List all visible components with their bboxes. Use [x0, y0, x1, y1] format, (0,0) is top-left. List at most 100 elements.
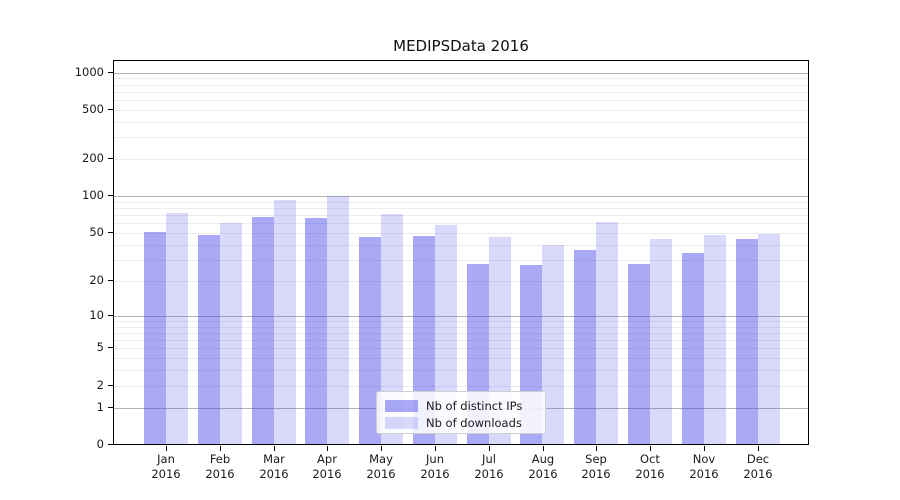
y-tick-label: 1000 — [74, 65, 104, 79]
y-tick-label: 50 — [89, 225, 104, 239]
minor-gridline — [114, 321, 808, 322]
major-gridline — [114, 316, 808, 317]
minor-gridline — [114, 348, 808, 349]
minor-gridline — [114, 202, 808, 203]
y-tick-mark — [108, 315, 113, 316]
minor-gridline — [114, 233, 808, 234]
x-tick-label-sep: Sep 2016 — [581, 452, 611, 481]
bar-distinct-ips-jan — [144, 232, 166, 444]
bar-downloads-feb — [220, 223, 242, 444]
bar-distinct-ips-may — [359, 237, 381, 444]
bar-distinct-ips-dec — [736, 239, 758, 444]
x-tick-mark — [381, 446, 382, 451]
x-tick-label-aug: Aug 2016 — [528, 452, 558, 481]
minor-gridline — [114, 358, 808, 359]
bar-downloads-mar — [274, 200, 296, 444]
bar-downloads-sep — [596, 222, 618, 444]
legend: Nb of distinct IPs Nb of downloads — [376, 391, 546, 434]
minor-gridline — [114, 260, 808, 261]
bar-distinct-ips-mar — [252, 217, 274, 444]
minor-gridline — [114, 281, 808, 282]
bar-distinct-ips-oct — [628, 264, 650, 444]
x-tick-label-jan: Jan 2016 — [151, 452, 181, 481]
y-tick-mark — [108, 385, 113, 386]
x-tick-mark — [543, 446, 544, 451]
minor-gridline — [114, 223, 808, 224]
x-tick-label-jun: Jun 2016 — [420, 452, 450, 481]
bar-downloads-jun — [435, 225, 457, 444]
minor-gridline — [114, 370, 808, 371]
y-tick-mark — [108, 280, 113, 281]
y-tick-label: 500 — [82, 102, 104, 116]
minor-gridline — [114, 85, 808, 86]
x-tick-mark — [489, 446, 490, 451]
x-tick-mark — [758, 446, 759, 451]
y-tick-mark — [108, 444, 113, 445]
major-gridline — [114, 73, 808, 74]
x-tick-mark — [274, 446, 275, 451]
y-tick-label: 0 — [96, 437, 104, 451]
bar-downloads-jan — [166, 213, 188, 444]
minor-gridline — [114, 340, 808, 341]
y-tick-label: 100 — [82, 188, 104, 202]
bar-downloads-aug — [542, 245, 564, 444]
bar-downloads-nov — [704, 235, 726, 444]
x-tick-label-feb: Feb 2016 — [205, 452, 235, 481]
bar-downloads-oct — [650, 239, 672, 444]
x-tick-label-jul: Jul 2016 — [474, 452, 504, 481]
y-tick-mark — [108, 347, 113, 348]
minor-gridline — [114, 78, 808, 79]
major-gridline — [114, 196, 808, 197]
bar-distinct-ips-sep — [574, 250, 596, 444]
y-tick-mark — [108, 72, 113, 73]
y-tick-mark — [108, 407, 113, 408]
x-tick-label-oct: Oct 2016 — [635, 452, 665, 481]
y-tick-mark — [108, 232, 113, 233]
y-tick-label: 10 — [89, 308, 104, 322]
minor-gridline — [114, 122, 808, 123]
legend-item-distinct-ips: Nb of distinct IPs — [385, 398, 545, 413]
minor-gridline — [114, 327, 808, 328]
x-tick-label-mar: Mar 2016 — [259, 452, 289, 481]
bar-distinct-ips-apr — [305, 218, 327, 444]
legend-label-downloads: Nb of downloads — [426, 415, 522, 430]
plot-area: Nb of distinct IPs Nb of downloads — [113, 60, 809, 445]
y-tick-label: 2 — [96, 378, 104, 392]
bar-downloads-apr — [327, 196, 349, 444]
y-tick-label: 20 — [89, 273, 104, 287]
y-tick-label: 1 — [96, 400, 104, 414]
legend-item-downloads: Nb of downloads — [385, 415, 545, 430]
y-tick-label: 200 — [82, 151, 104, 165]
y-tick-mark — [108, 195, 113, 196]
x-tick-label-dec: Dec 2016 — [743, 452, 773, 481]
x-tick-label-may: May 2016 — [366, 452, 396, 481]
x-tick-mark — [650, 446, 651, 451]
x-tick-mark — [596, 446, 597, 451]
minor-gridline — [114, 159, 808, 160]
x-tick-mark — [220, 446, 221, 451]
minor-gridline — [114, 110, 808, 111]
x-tick-mark — [327, 446, 328, 451]
bar-distinct-ips-nov — [682, 253, 704, 444]
y-tick-mark — [108, 158, 113, 159]
minor-gridline — [114, 245, 808, 246]
x-tick-label-apr: Apr 2016 — [312, 452, 342, 481]
minor-gridline — [114, 333, 808, 334]
x-tick-mark — [435, 446, 436, 451]
y-tick-mark — [108, 109, 113, 110]
minor-gridline — [114, 137, 808, 138]
bar-downloads-dec — [758, 234, 780, 444]
chart-title: MEDIPSData 2016 — [393, 37, 529, 55]
x-tick-label-nov: Nov 2016 — [689, 452, 719, 481]
x-tick-mark — [166, 446, 167, 451]
legend-label-distinct-ips: Nb of distinct IPs — [426, 398, 523, 413]
minor-gridline — [114, 208, 808, 209]
x-tick-mark — [704, 446, 705, 451]
bar-distinct-ips-feb — [198, 235, 220, 444]
minor-gridline — [114, 386, 808, 387]
minor-gridline — [114, 100, 808, 101]
minor-gridline — [114, 215, 808, 216]
y-tick-label: 5 — [96, 340, 104, 354]
legend-swatch-downloads — [385, 416, 418, 429]
